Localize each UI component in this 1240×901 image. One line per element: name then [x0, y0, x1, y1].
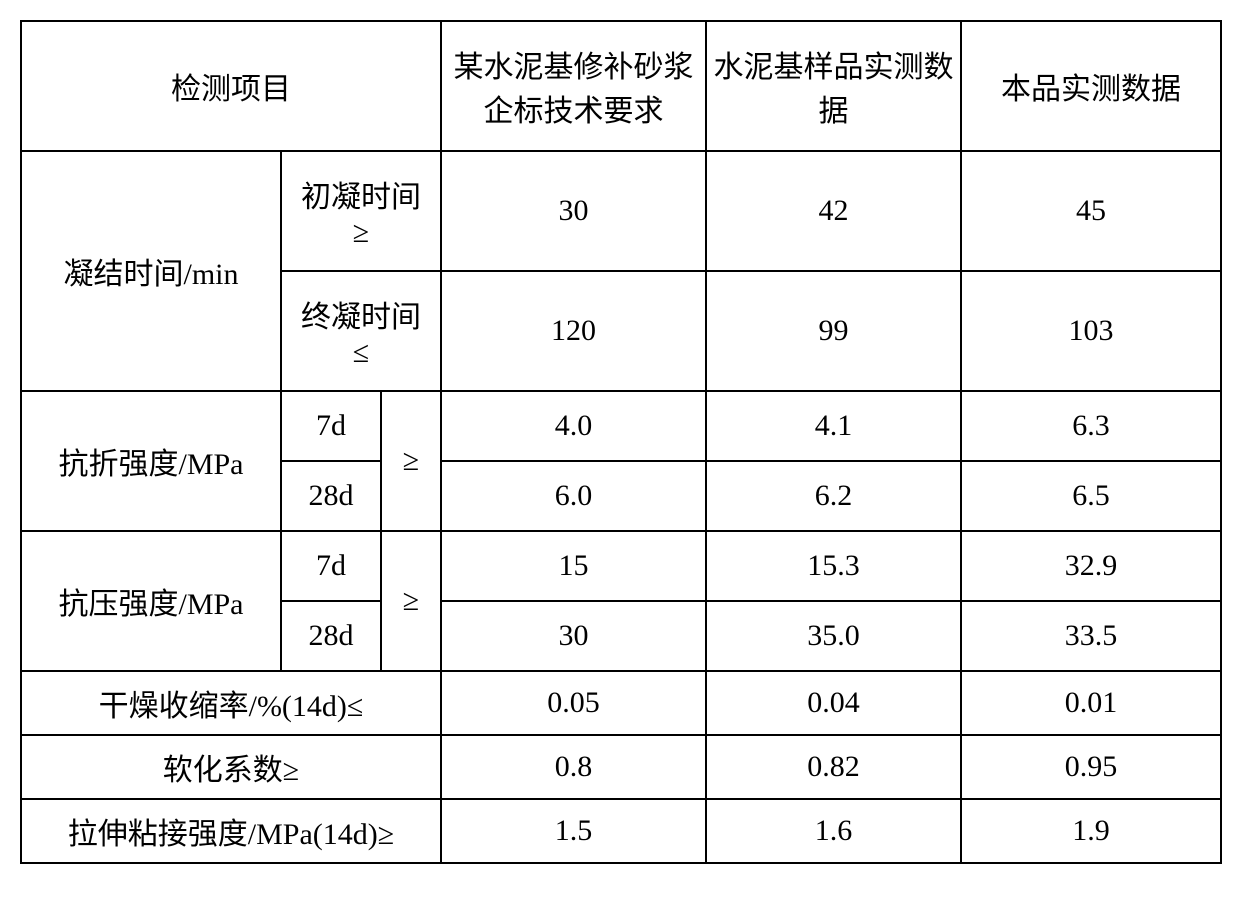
table-header-row: 检测项目 某水泥基修补砂浆企标技术要求 水泥基样品实测数据 本品实测数据 — [21, 21, 1221, 151]
cell-spec: 4.0 — [441, 391, 706, 461]
header-cement-sample: 水泥基样品实测数据 — [706, 21, 961, 151]
cell-spec: 30 — [441, 151, 706, 271]
cell-product: 1.9 — [961, 799, 1221, 863]
cell-cement: 1.6 — [706, 799, 961, 863]
cell-age: 28d — [281, 461, 381, 531]
cell-final-set: 终凝时间 ≤ — [281, 271, 441, 391]
group-shrinkage: 干燥收缩率/%(14d)≤ — [21, 671, 441, 735]
table-row: 抗折强度/MPa 7d ≥ 4.0 4.1 6.3 — [21, 391, 1221, 461]
cell-cement: 35.0 — [706, 601, 961, 671]
cell-product: 6.5 — [961, 461, 1221, 531]
group-tensile-bond: 拉伸粘接强度/MPa(14d)≥ — [21, 799, 441, 863]
cell-product: 0.95 — [961, 735, 1221, 799]
cell-cement: 6.2 — [706, 461, 961, 531]
cell-product: 6.3 — [961, 391, 1221, 461]
cell-op: ≥ — [381, 391, 441, 531]
cell-spec: 6.0 — [441, 461, 706, 531]
cell-cement: 42 — [706, 151, 961, 271]
table-row: 凝结时间/min 初凝时间 ≥ 30 42 45 — [21, 151, 1221, 271]
data-table: 检测项目 某水泥基修补砂浆企标技术要求 水泥基样品实测数据 本品实测数据 凝结时… — [20, 20, 1222, 864]
cell-op: ≤ — [353, 336, 369, 369]
table-row: 拉伸粘接强度/MPa(14d)≥ 1.5 1.6 1.9 — [21, 799, 1221, 863]
cell-label: 终凝时间 — [301, 301, 421, 334]
cell-op: ≥ — [353, 216, 369, 249]
group-setting-time: 凝结时间/min — [21, 151, 281, 391]
header-spec-req: 某水泥基修补砂浆企标技术要求 — [441, 21, 706, 151]
cell-label: 初凝时间 — [301, 181, 421, 214]
cell-cement: 0.82 — [706, 735, 961, 799]
cell-product: 45 — [961, 151, 1221, 271]
cell-age: 7d — [281, 391, 381, 461]
cell-initial-set: 初凝时间 ≥ — [281, 151, 441, 271]
cell-cement: 99 — [706, 271, 961, 391]
cell-age: 28d — [281, 601, 381, 671]
cell-spec: 120 — [441, 271, 706, 391]
table-row: 软化系数≥ 0.8 0.82 0.95 — [21, 735, 1221, 799]
cell-spec: 15 — [441, 531, 706, 601]
table-row: 抗压强度/MPa 7d ≥ 15 15.3 32.9 — [21, 531, 1221, 601]
cell-cement: 15.3 — [706, 531, 961, 601]
data-table-wrapper: 检测项目 某水泥基修补砂浆企标技术要求 水泥基样品实测数据 本品实测数据 凝结时… — [20, 20, 1220, 864]
group-compressive: 抗压强度/MPa — [21, 531, 281, 671]
cell-spec: 0.05 — [441, 671, 706, 735]
cell-cement: 0.04 — [706, 671, 961, 735]
header-test-item: 检测项目 — [21, 21, 441, 151]
group-softening: 软化系数≥ — [21, 735, 441, 799]
cell-cement: 4.1 — [706, 391, 961, 461]
cell-product: 0.01 — [961, 671, 1221, 735]
cell-spec: 30 — [441, 601, 706, 671]
cell-op: ≥ — [381, 531, 441, 671]
cell-product: 32.9 — [961, 531, 1221, 601]
cell-product: 103 — [961, 271, 1221, 391]
cell-product: 33.5 — [961, 601, 1221, 671]
group-flexural: 抗折强度/MPa — [21, 391, 281, 531]
cell-spec: 0.8 — [441, 735, 706, 799]
cell-age: 7d — [281, 531, 381, 601]
header-this-product: 本品实测数据 — [961, 21, 1221, 151]
table-row: 干燥收缩率/%(14d)≤ 0.05 0.04 0.01 — [21, 671, 1221, 735]
cell-spec: 1.5 — [441, 799, 706, 863]
